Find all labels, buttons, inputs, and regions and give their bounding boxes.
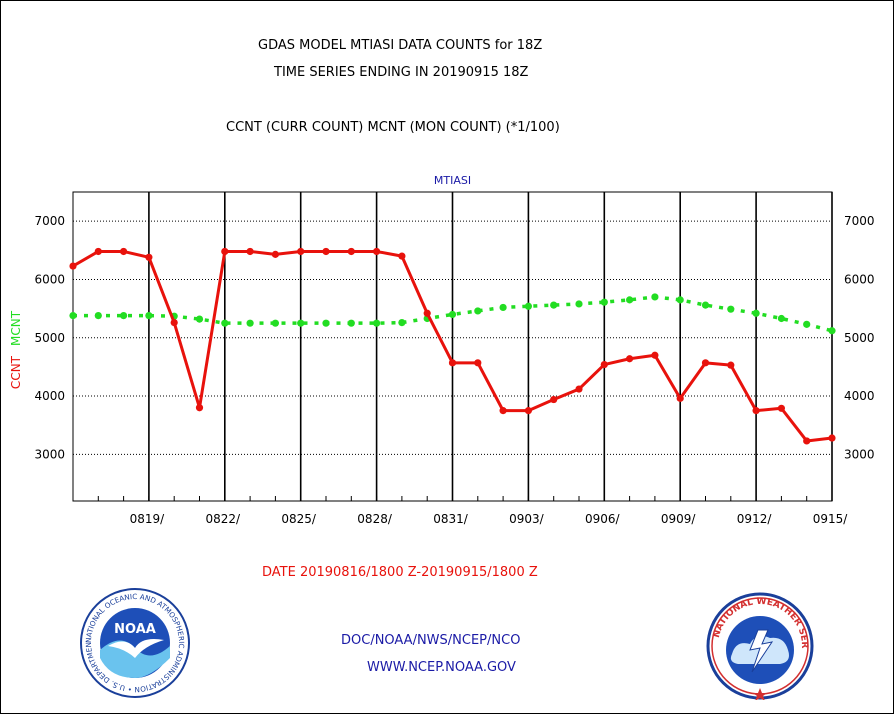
x-tick-label: 0828/ — [357, 512, 393, 526]
data-point-mcnt — [752, 309, 760, 317]
data-point-ccnt — [246, 247, 254, 256]
data-point-ccnt — [727, 361, 735, 369]
x-tick-label: 0819/ — [130, 512, 166, 526]
chart-title-line1: GDAS MODEL MTIASI DATA COUNTS for 18Z — [258, 38, 543, 53]
data-point-ccnt — [398, 252, 406, 260]
data-point-mcnt — [448, 310, 457, 319]
y-tick-label-right: 6000 — [844, 272, 875, 286]
data-point-mcnt — [120, 312, 128, 320]
y-tick-label-right: 4000 — [844, 389, 875, 403]
data-point-ccnt — [777, 404, 786, 412]
data-point-ccnt — [651, 351, 659, 359]
data-point-mcnt — [727, 305, 735, 313]
noaa-logo: NATIONAL OCEANIC AND ATMOSPHERIC ADMINIS… — [80, 588, 190, 698]
data-point-mcnt — [297, 319, 305, 327]
data-point-mcnt — [701, 301, 710, 309]
data-point-mcnt — [575, 300, 583, 308]
data-point-ccnt — [550, 395, 558, 404]
data-point-ccnt — [322, 247, 330, 256]
data-point-ccnt — [752, 407, 760, 415]
data-point-ccnt — [828, 434, 836, 442]
data-point-ccnt — [297, 247, 305, 256]
data-point-ccnt — [701, 359, 710, 367]
data-point-ccnt — [170, 318, 178, 327]
data-point-ccnt — [195, 404, 204, 412]
data-point-mcnt — [347, 319, 355, 327]
data-point-ccnt — [373, 247, 381, 256]
data-point-mcnt — [398, 318, 406, 327]
y-tick-label-right: 5000 — [844, 331, 875, 345]
nws-logo: NATIONAL WEATHER SERVICE — [706, 592, 814, 700]
x-tick-label: 0825/ — [281, 512, 317, 526]
data-point-ccnt — [145, 253, 153, 261]
data-point-mcnt — [524, 302, 533, 310]
y-tick-label-left: 5000 — [34, 331, 65, 345]
x-tick-label: 0903/ — [509, 512, 545, 526]
data-point-mcnt — [550, 301, 558, 309]
y-axis-label-text: CCNT MCNT — [9, 310, 23, 389]
y-tick-label-left: 3000 — [34, 447, 65, 461]
x-tick-label: 0915/ — [813, 512, 849, 526]
data-point-mcnt — [373, 319, 381, 327]
data-point-mcnt — [322, 319, 330, 327]
data-point-ccnt — [600, 360, 608, 369]
data-point-mcnt — [195, 315, 204, 323]
data-point-mcnt — [777, 314, 786, 323]
chart-subtitle: CCNT (CURR COUNT) MCNT (MON COUNT) (*1/1… — [226, 120, 560, 135]
x-tick-label: 0909/ — [661, 512, 697, 526]
data-point-mcnt — [221, 319, 229, 327]
data-point-ccnt — [803, 437, 811, 445]
data-point-mcnt — [474, 307, 482, 315]
chart-title-line2: TIME SERIES ENDING IN 20190915 18Z — [274, 65, 529, 80]
data-point-mcnt — [600, 298, 608, 306]
data-point-mcnt — [246, 319, 254, 327]
data-point-ccnt — [676, 394, 684, 402]
data-point-mcnt — [803, 320, 811, 328]
y-axis-label-ccnt: CCNT — [9, 355, 23, 389]
data-point-ccnt — [423, 309, 431, 317]
x-tick-label: 0831/ — [433, 512, 469, 526]
data-point-mcnt — [626, 296, 634, 304]
data-point-ccnt — [499, 407, 507, 415]
y-tick-label-left: 6000 — [34, 272, 65, 286]
chart-panel-title: MTIASI — [434, 174, 471, 187]
x-tick-label: 0906/ — [585, 512, 621, 526]
data-point-ccnt — [575, 385, 583, 393]
data-point-ccnt — [221, 247, 229, 256]
data-point-ccnt — [448, 359, 457, 367]
y-axis-label-mcnt: MCNT — [9, 310, 23, 346]
y-tick-label-left: 4000 — [34, 389, 65, 403]
noaa-center-text: NOAA — [114, 622, 156, 637]
y-tick-label-right: 3000 — [844, 447, 875, 461]
data-point-mcnt — [499, 303, 507, 312]
x-tick-label: 0822/ — [206, 512, 242, 526]
footer-website[interactable]: WWW.NCEP.NOAA.GOV — [367, 660, 516, 675]
data-point-mcnt — [145, 312, 153, 320]
data-point-mcnt — [94, 312, 102, 320]
footer-agency: DOC/NOAA/NWS/NCEP/NCO — [341, 633, 521, 648]
data-point-ccnt — [474, 359, 482, 367]
date-range-label: DATE 20190816/1800 Z-20190915/1800 Z — [262, 565, 538, 580]
data-point-ccnt — [524, 407, 533, 415]
data-point-ccnt — [347, 247, 355, 256]
x-tick-label: 0912/ — [737, 512, 773, 526]
data-point-mcnt — [828, 327, 836, 335]
data-point-ccnt — [69, 262, 77, 270]
data-point-ccnt — [120, 247, 128, 256]
y-tick-label-right: 7000 — [844, 214, 875, 228]
data-point-mcnt — [676, 296, 684, 304]
data-point-ccnt — [94, 247, 102, 256]
data-point-ccnt — [626, 355, 634, 363]
y-tick-label-left: 7000 — [34, 214, 65, 228]
data-point-ccnt — [271, 250, 279, 258]
data-point-mcnt — [271, 319, 279, 327]
y-axis-label: CCNT MCNT — [9, 310, 23, 389]
data-point-mcnt — [651, 293, 659, 301]
data-point-mcnt — [69, 312, 77, 320]
